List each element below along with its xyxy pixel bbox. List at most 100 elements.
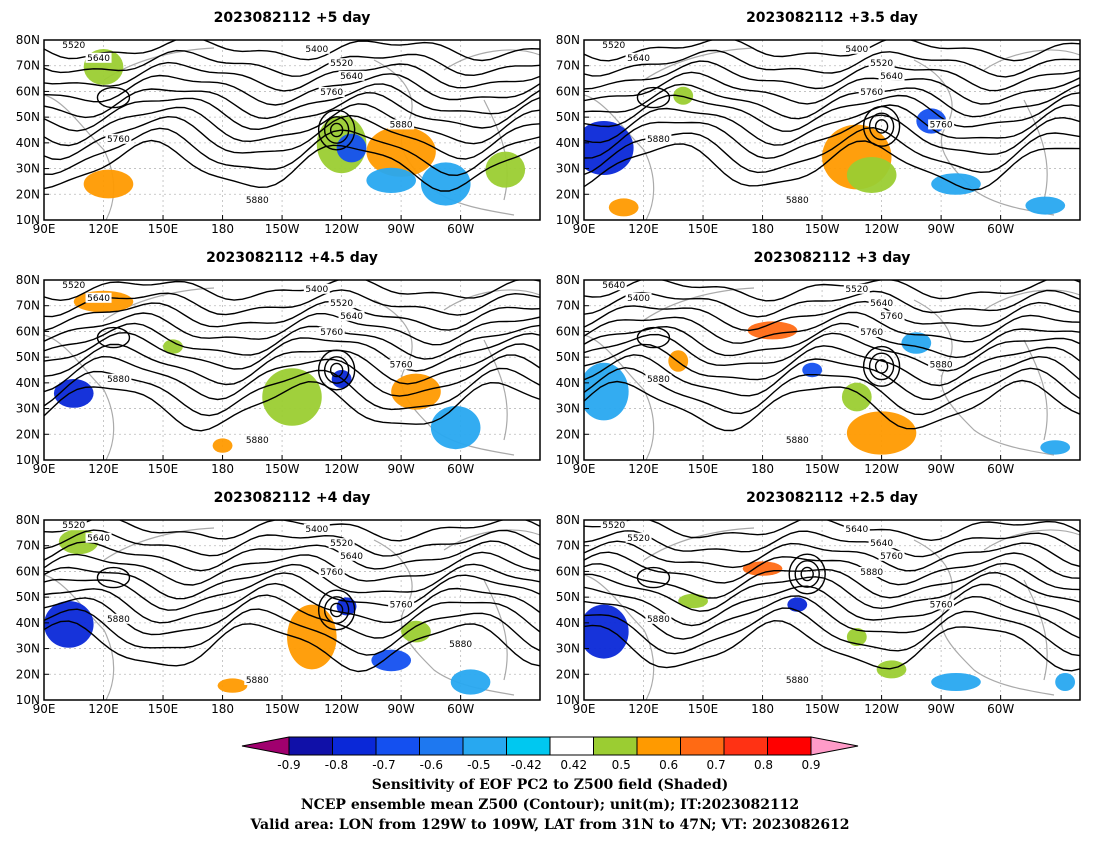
coastline xyxy=(443,49,540,71)
lat-label: 80N xyxy=(16,513,40,527)
z500-contour xyxy=(44,139,540,192)
map-frame xyxy=(583,279,1081,461)
lat-label: 20N xyxy=(16,187,40,201)
contour-label: 5640 xyxy=(602,281,625,291)
colorbar-tick-label: -0.9 xyxy=(277,758,300,772)
contour-label-bg xyxy=(303,283,330,294)
contour-label: 5760 xyxy=(390,360,413,370)
closed-low-contour xyxy=(862,105,901,147)
lon-label: 150E xyxy=(148,462,179,476)
colorbar: -0.9 -0.8 -0.7 -0.6 -0.5 -0.42 0.42 0.5 0.6 0.7 0.… xyxy=(241,736,859,772)
map-panel: 5520564054005520564057605880576058802023… xyxy=(16,10,541,236)
sensitivity-patch xyxy=(876,660,907,679)
contour-label: 5880 xyxy=(930,360,953,370)
lat-label: 40N xyxy=(556,616,580,630)
colorbar-box xyxy=(549,736,594,756)
contour-label-bg xyxy=(303,43,330,54)
lon-label: 180 xyxy=(211,462,234,476)
lat-label: 40N xyxy=(556,376,580,390)
contour-label: 5880 xyxy=(860,568,883,578)
contour-label: 5640 xyxy=(340,72,363,82)
lat-label: 50N xyxy=(556,350,580,364)
lat-label: 70N xyxy=(16,299,40,313)
map-frame xyxy=(43,279,541,461)
closed-low-contour xyxy=(317,589,356,631)
contour-label-bg xyxy=(338,70,365,81)
z500-contour xyxy=(44,40,540,62)
colorbar-tick-label: -0.42 xyxy=(511,758,542,772)
contour-label: 5880 xyxy=(390,120,413,130)
contour-label: 5760 xyxy=(320,328,343,338)
panel-title: 2023082112 +4 day xyxy=(214,490,371,506)
sensitivity-patch xyxy=(931,673,981,691)
colorbar-tick-label: 0.5 xyxy=(612,758,631,772)
lon-label: 90E xyxy=(573,702,596,716)
lat-label: 50N xyxy=(16,110,40,124)
lat-label: 70N xyxy=(16,59,40,73)
map-frame xyxy=(583,39,1081,221)
z500-contour xyxy=(584,114,1080,160)
contour-label: 5760 xyxy=(930,120,953,130)
contour-label: 5880 xyxy=(246,196,269,206)
closed-low-contour xyxy=(329,602,344,618)
lon-label: 120W xyxy=(324,222,359,236)
lat-label: 50N xyxy=(556,110,580,124)
closed-low-contour xyxy=(868,112,895,141)
coastline xyxy=(913,299,1055,456)
lat-label: 80N xyxy=(16,33,40,47)
coastline xyxy=(1023,579,1048,681)
closed-low-contour xyxy=(800,566,814,582)
coastline xyxy=(1023,99,1048,201)
coastline xyxy=(983,289,1080,311)
lat-label: 30N xyxy=(556,642,580,656)
contour-label: 5520 xyxy=(330,539,353,549)
colorbar-box xyxy=(332,736,377,756)
contour-label-bg xyxy=(303,523,330,534)
lon-label: 150E xyxy=(688,702,719,716)
lat-label: 40N xyxy=(556,136,580,150)
z500-contour xyxy=(44,354,540,401)
coastline xyxy=(584,94,655,220)
lat-label: 70N xyxy=(16,539,40,553)
contour-label-bg xyxy=(338,310,365,321)
z500-contour xyxy=(44,529,540,557)
caption-line-3: Valid area: LON from 129W to 109W, LAT f… xyxy=(250,817,850,833)
contour-label: 5640 xyxy=(340,552,363,562)
contour-label-bg xyxy=(784,195,811,205)
coastline xyxy=(983,49,1080,71)
coastline xyxy=(103,287,215,321)
map-panel: 5520564054005520564057605760588058802023… xyxy=(16,250,541,476)
z500-contour xyxy=(44,83,540,120)
lat-label: 80N xyxy=(556,513,580,527)
lat-label: 30N xyxy=(16,162,40,176)
lon-label: 60W xyxy=(987,222,1014,236)
contour-label-bg xyxy=(388,359,415,370)
contour-label: 5640 xyxy=(340,312,363,322)
closed-low-contour xyxy=(317,109,356,151)
closed-low-contour xyxy=(323,116,350,144)
z500-contour xyxy=(584,354,1080,401)
contour-label: 5880 xyxy=(786,676,809,686)
lon-label: 120E xyxy=(88,702,119,716)
lon-label: 150W xyxy=(265,222,300,236)
contour-label-bg xyxy=(318,327,345,337)
lon-label: 90E xyxy=(33,462,56,476)
contour-label: 5640 xyxy=(87,54,110,64)
lon-label: 120W xyxy=(864,702,899,716)
sensitivity-patch xyxy=(846,157,897,193)
map-frame xyxy=(43,39,541,221)
contour-label: 5640 xyxy=(87,294,110,304)
colorbar-box xyxy=(375,736,420,756)
lon-label: 90W xyxy=(388,222,415,236)
sensitivity-patch xyxy=(430,406,481,450)
contour-label-bg xyxy=(388,119,415,130)
lat-label: 50N xyxy=(556,590,580,604)
panel-title: 2023082112 +4.5 day xyxy=(206,250,378,266)
contour-label: 5520 xyxy=(627,534,650,544)
lon-label: 120E xyxy=(628,702,659,716)
lon-label: 90E xyxy=(573,462,596,476)
contour-label-bg xyxy=(105,613,132,624)
contour-label-bg xyxy=(858,87,885,97)
